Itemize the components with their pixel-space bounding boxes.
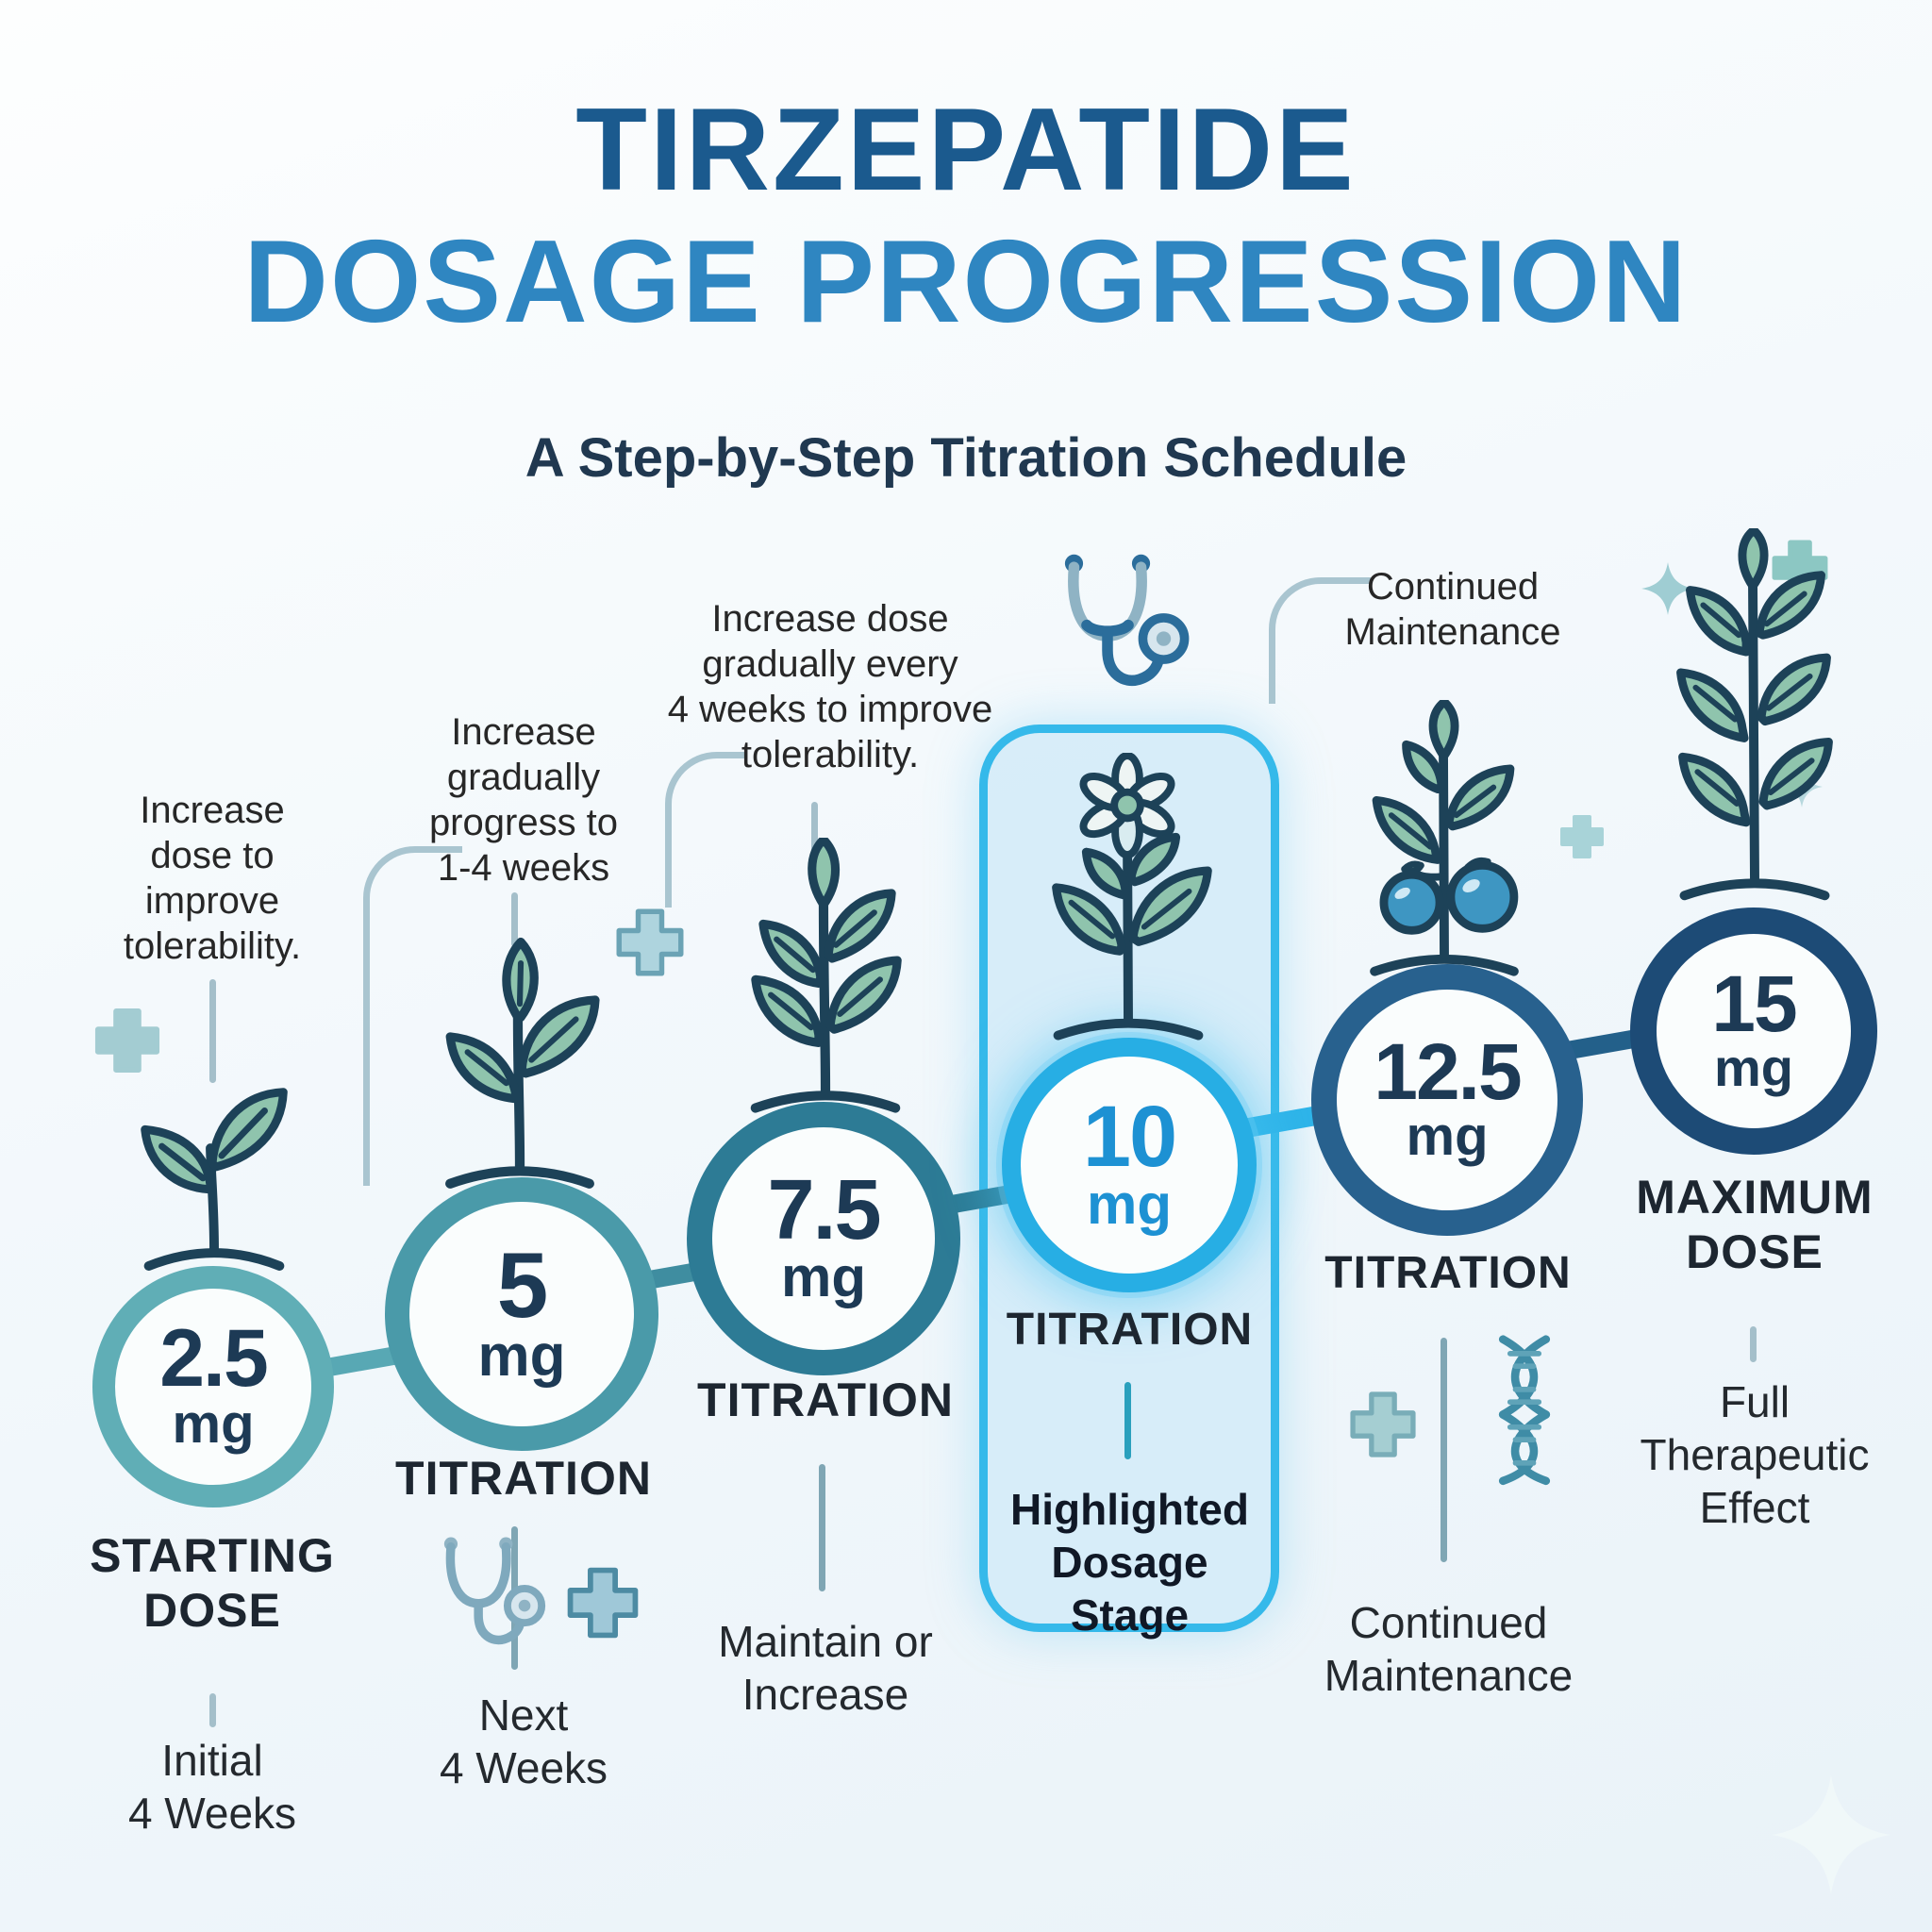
stage6-dose-unit: mg [1714,1037,1793,1097]
connector-line [209,1693,216,1727]
connector-line [1441,1338,1447,1562]
flowering-plant-icon [1052,753,1212,1041]
fruiting-plant-icon [1370,700,1519,976]
seedling-icon [141,1088,288,1271]
stethoscope-icon [1064,554,1190,687]
plus-icon [94,1008,160,1074]
connector-line [811,802,818,868]
stage4-dose-circle-highlighted: 10 mg [1002,1038,1257,1292]
stage3-note: Maintain or Increase [718,1617,933,1720]
stage5-label: TITRATION [1324,1248,1572,1298]
stage1-dose-unit: mg [172,1392,255,1455]
page-title-line2: DOSAGE PROGRESSION [243,217,1689,347]
stage2-label: TITRATION [395,1452,652,1505]
stage4-note: Highlighted Dosage Stage [1010,1485,1249,1641]
connector-elbow [665,752,745,908]
sparkle-icon [1641,562,1694,615]
stage5-annotation: Continued Maintenance [1344,566,1561,653]
stage5-dose-value: 12.5 [1374,1027,1522,1117]
stage1-dose-circle: 2.5 mg [92,1266,334,1507]
stage6-dose-circle: 15 mg [1630,908,1877,1155]
page-subtitle: A Step-by-Step Titration Schedule [525,427,1407,489]
stage2-dose-circle: 5 mg [385,1177,658,1451]
connector-line [209,979,216,1083]
stage2-dose-value: 5 [496,1232,548,1337]
page-title-line1: TIRZEPATIDE [575,85,1357,215]
stage1-annotation: Increase dose to improve tolerability. [123,790,302,967]
connector-line [1750,1326,1757,1362]
connector-line [1124,1382,1131,1459]
stage2-duration: Next 4 Weeks [439,1690,608,1793]
plus-icon [567,1567,639,1639]
connector-elbow [1269,577,1371,704]
stage5-note: Continued Maintenance [1324,1598,1574,1701]
stage3-dose-value: 7.5 [767,1162,881,1257]
stage5-dose-circle: 12.5 mg [1311,964,1583,1236]
sparkle-icon [1772,1775,1890,1894]
stage6-label: MAXIMUM DOSE [1636,1171,1874,1278]
stage6-dose-value: 15 [1711,959,1797,1049]
stage3-dose-unit: mg [781,1245,866,1309]
stethoscope-icon [443,1537,546,1645]
stage3-annotation: Increase dose gradually every 4 weeks to… [667,598,993,775]
stage3-dose-circle: 7.5 mg [687,1102,960,1375]
plus-icon [1560,815,1604,858]
sprout-icon [445,937,600,1189]
stage1-label: STARTING DOSE [90,1529,335,1637]
stage6-note: Full Therapeutic Effect [1640,1377,1870,1533]
stage4-dose-unit: mg [1087,1173,1172,1237]
young-plant-icon [750,838,902,1113]
mature-plant-icon [1676,528,1833,901]
stage2-annotation: Increase gradually progress to 1-4 weeks [428,711,619,889]
plus-icon [616,908,684,976]
stage4-dose-value: 10 [1082,1088,1177,1185]
plus-icon [1350,1391,1416,1457]
stage1-dose-value: 2.5 [159,1313,269,1405]
stage3-label: TITRATION [697,1374,954,1426]
stage2-dose-unit: mg [477,1324,566,1390]
dna-icon [1498,1335,1551,1486]
connector-line [511,892,518,947]
connector-line [819,1464,825,1591]
stage5-dose-unit: mg [1406,1105,1489,1167]
connector-elbow [363,846,462,1186]
stage1-duration: Initial 4 Weeks [127,1736,297,1839]
stage4-label: TITRATION [1006,1305,1254,1355]
